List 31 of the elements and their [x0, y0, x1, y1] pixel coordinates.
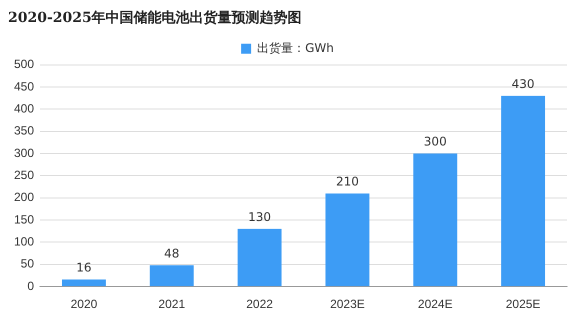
y-tick-label: 200: [14, 190, 34, 204]
data-label: 210: [336, 174, 359, 189]
y-tick-label: 400: [14, 101, 34, 116]
y-tick-label: 100: [14, 234, 34, 249]
x-tick-label: 2024E: [418, 297, 453, 312]
y-tick-label: 500: [14, 57, 34, 72]
bar: [238, 228, 282, 286]
data-label: 16: [76, 260, 92, 275]
y-tick-label: 450: [14, 79, 34, 94]
y-tick-label: 250: [14, 168, 34, 182]
data-label: 130: [248, 210, 272, 224]
y-tick-label: 0: [27, 278, 34, 293]
bar: [325, 193, 370, 286]
y-tick-label: 50: [20, 256, 34, 271]
bar: [150, 265, 194, 286]
data-label: 430: [512, 76, 535, 91]
y-tick-label: 300: [14, 146, 34, 160]
x-tick-label: 2021: [158, 297, 186, 312]
y-tick-label: 150: [14, 212, 34, 226]
x-tick-label: 2020: [70, 297, 98, 312]
bar: [413, 154, 458, 286]
x-tick-label: 2022: [246, 297, 274, 312]
bar: [62, 280, 106, 286]
data-label: 300: [424, 134, 447, 149]
x-tick-label: 2023E: [330, 297, 365, 312]
legend-label: 出货量：GWh: [257, 40, 334, 55]
x-tick-label: 2025E: [506, 297, 540, 312]
data-label: 48: [164, 246, 180, 260]
chart-title: 2020-2025年中国储能电池出货量预测趋势图: [8, 10, 302, 26]
bar: [501, 96, 546, 286]
y-tick-label: 350: [14, 124, 34, 138]
